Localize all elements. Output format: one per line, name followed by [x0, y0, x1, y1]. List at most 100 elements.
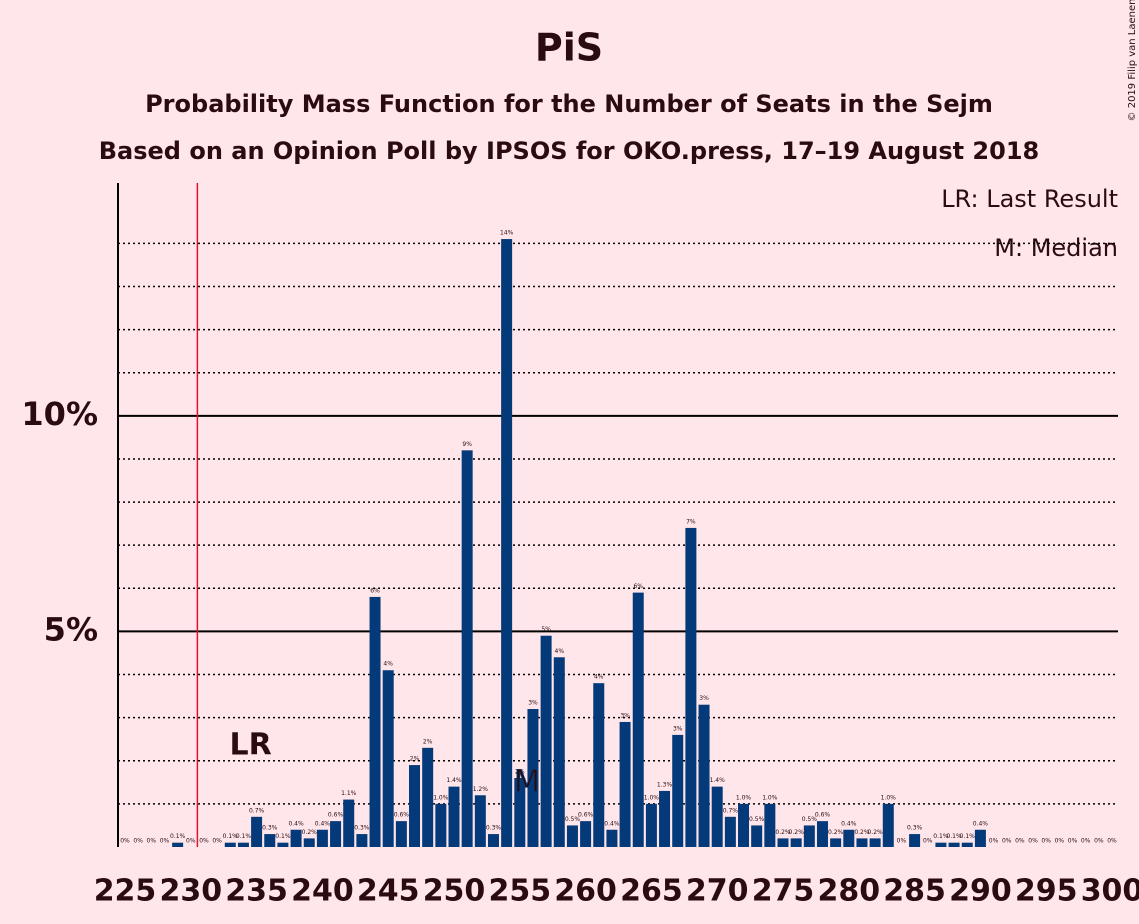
- value-label: 0%: [1094, 838, 1104, 845]
- bar: [816, 821, 828, 847]
- x-tick-label: 225: [94, 874, 157, 909]
- value-label: 0.3%: [262, 825, 278, 832]
- value-label: 0.1%: [933, 833, 949, 840]
- value-label: 0.1%: [236, 833, 252, 840]
- bar: [856, 838, 868, 847]
- value-label: 6%: [633, 583, 643, 590]
- median-label: M: [514, 765, 540, 800]
- value-label: 0.5%: [565, 816, 581, 823]
- bar: [461, 450, 473, 847]
- bar: [606, 829, 618, 847]
- bar: [409, 765, 421, 847]
- bar: [343, 799, 355, 847]
- x-tick-label: 250: [423, 874, 486, 909]
- value-label: 1.4%: [710, 777, 726, 784]
- value-label: 2%: [515, 769, 525, 776]
- bar: [882, 803, 894, 847]
- value-label: 0.4%: [288, 820, 304, 827]
- bar: [935, 842, 947, 847]
- value-label: 0%: [923, 838, 933, 845]
- legend-entry: LR: Last Result: [941, 185, 1118, 213]
- bar: [593, 683, 605, 847]
- bar: [948, 842, 960, 847]
- bar: [264, 834, 276, 847]
- bar: [290, 829, 302, 847]
- value-label: 4%: [383, 661, 393, 668]
- value-label: 3%: [620, 712, 630, 719]
- bar: [501, 239, 513, 847]
- bar: [632, 592, 644, 847]
- x-tick-label: 295: [1015, 874, 1078, 909]
- bar: [843, 829, 855, 847]
- bar: [527, 709, 539, 847]
- value-label: 0.6%: [394, 812, 410, 819]
- value-label: 0%: [147, 838, 157, 845]
- value-label: 0.2%: [867, 829, 883, 836]
- value-label: 2%: [410, 756, 420, 763]
- bar: [830, 838, 842, 847]
- x-tick-label: 300: [1081, 874, 1139, 909]
- x-tick-label: 260: [554, 874, 617, 909]
- chart-subtitle: Probability Mass Function for the Number…: [145, 90, 993, 118]
- x-tick-label: 265: [620, 874, 683, 909]
- value-label: 0.6%: [578, 812, 594, 819]
- bar: [435, 803, 447, 847]
- value-label: 0.6%: [815, 812, 831, 819]
- value-label: 1.0%: [762, 794, 778, 801]
- bar: [909, 834, 921, 847]
- bar: [566, 825, 578, 847]
- value-label: 0%: [1015, 838, 1025, 845]
- bar: [356, 834, 368, 847]
- bar: [645, 803, 657, 847]
- bar: [422, 747, 434, 847]
- value-label: 2%: [423, 738, 433, 745]
- bar: [382, 670, 394, 847]
- value-label: 0.2%: [828, 829, 844, 836]
- value-label: 0.1%: [946, 833, 962, 840]
- value-label: 1.2%: [473, 786, 489, 793]
- bar: [685, 527, 697, 847]
- value-label: 0%: [133, 838, 143, 845]
- value-label: 0%: [212, 838, 222, 845]
- value-label: 0%: [897, 838, 907, 845]
- bar: [237, 842, 249, 847]
- bar: [580, 821, 592, 847]
- value-label: 1.0%: [433, 794, 449, 801]
- value-label: 9%: [462, 441, 472, 448]
- value-label: 0.3%: [907, 825, 923, 832]
- bar: [514, 778, 526, 847]
- value-label: 4%: [594, 674, 604, 681]
- value-label: 0%: [1028, 838, 1038, 845]
- bar: [474, 795, 486, 847]
- value-label: 0.4%: [841, 820, 857, 827]
- bar: [487, 834, 499, 847]
- value-label: 0%: [199, 838, 209, 845]
- bar: [974, 829, 986, 847]
- value-label: 14%: [500, 230, 514, 237]
- value-label: 1.0%: [644, 794, 660, 801]
- bar: [619, 721, 631, 847]
- copyright: © 2019 Filip van Laenen: [1127, 0, 1138, 121]
- x-tick-label: 235: [225, 874, 288, 909]
- value-label: 0.4%: [973, 820, 989, 827]
- value-label: 1.0%: [881, 794, 897, 801]
- value-label: 0.2%: [789, 829, 805, 836]
- value-label: 0.6%: [328, 812, 344, 819]
- bar: [751, 825, 763, 847]
- chart-subtitle: Based on an Opinion Poll by IPSOS for OK…: [99, 137, 1039, 165]
- value-label: 0.5%: [802, 816, 818, 823]
- value-label: 0.2%: [854, 829, 870, 836]
- value-label: 0.1%: [223, 833, 239, 840]
- x-tick-label: 240: [291, 874, 354, 909]
- bar: [330, 821, 342, 847]
- value-label: 0%: [120, 838, 130, 845]
- value-label: 0%: [1002, 838, 1012, 845]
- bar: [961, 842, 973, 847]
- y-tick-label: 10%: [21, 395, 98, 433]
- value-label: 1.4%: [446, 777, 462, 784]
- value-label: 0.7%: [723, 807, 739, 814]
- bar: [448, 786, 460, 847]
- bar: [777, 838, 789, 847]
- bar: [711, 786, 723, 847]
